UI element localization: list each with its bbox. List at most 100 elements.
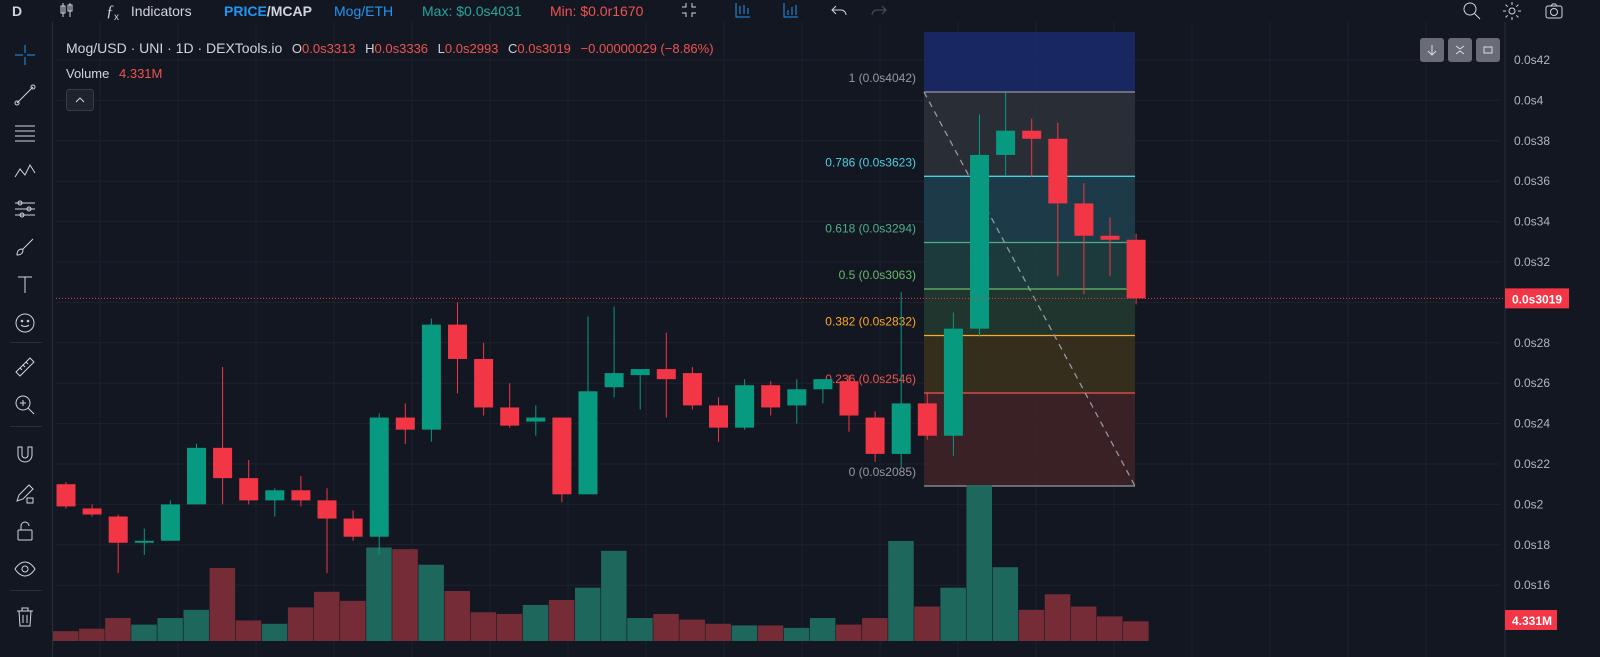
eye-icon[interactable] [10, 554, 40, 584]
volume-bar [940, 587, 966, 641]
redo-icon[interactable] [870, 1, 888, 21]
candle-body [578, 391, 598, 495]
trash-icon[interactable] [10, 602, 40, 632]
top-toolbar: D ƒx Indicators PRICE/MCAP Mog/ETH Max: … [0, 0, 1600, 23]
ohlc-high: H0.0s3336 [365, 41, 429, 56]
price-tick-label: 0.0s32 [1514, 255, 1550, 269]
maximize-pane-button[interactable] [1476, 38, 1500, 62]
candle-body [735, 385, 755, 428]
search-icon[interactable] [1462, 1, 1482, 21]
volume-bar [836, 624, 862, 641]
symbol-legend: Mog/USD · UNI · 1D · DEXTools.io O0.0s33… [66, 40, 714, 56]
volume-bar [1070, 606, 1097, 641]
fib-level-label: 1 (0.0s4042) [849, 71, 916, 85]
magnet-icon[interactable] [10, 440, 40, 470]
fib-retracement: 1 (0.0s4042) 0.786 (0.0s3623) 0.618 (0.0s3… [825, 32, 1136, 487]
zoom-in-icon[interactable] [10, 390, 40, 420]
arrow-down-icon [1427, 45, 1437, 56]
min-price-label: Min: $0.0r1670 [550, 3, 644, 19]
candle-body [160, 504, 180, 541]
brush-icon[interactable] [10, 232, 40, 262]
text-icon[interactable] [10, 270, 40, 300]
volume-bar [79, 628, 105, 641]
trendline-icon[interactable] [10, 80, 40, 110]
candle-body [239, 478, 259, 501]
fib-level-label: 0.382 (0.0s2832) [825, 314, 916, 328]
drawing-toolbar [0, 22, 53, 657]
collapse-legend-button[interactable] [66, 89, 94, 111]
indicators-button[interactable]: ƒx Indicators [106, 3, 192, 23]
volume-bar [705, 623, 731, 641]
volume-bar [1018, 609, 1045, 641]
chart-type-icon[interactable] [734, 1, 752, 21]
candle-body [1100, 235, 1120, 240]
candle-body [213, 447, 233, 479]
volume-bar [809, 618, 836, 641]
candle-body [474, 358, 494, 408]
price-tick-label: 0.0s36 [1514, 174, 1550, 188]
volume-bar [914, 606, 940, 641]
candle-body [1022, 130, 1042, 139]
lock-icon[interactable] [10, 516, 40, 546]
fib-level-label: 0.786 (0.0s3623) [825, 155, 916, 169]
crosshair-icon[interactable] [10, 40, 40, 70]
gear-icon[interactable] [1502, 1, 1522, 21]
maximize-icon [1483, 46, 1493, 54]
pair-toggle[interactable]: Mog/ETH [334, 3, 394, 19]
candle-body [682, 373, 702, 406]
pattern-icon[interactable] [10, 156, 40, 186]
volume-bar [418, 564, 444, 641]
price-tick-label: 0.0s42 [1514, 53, 1550, 67]
prediction-icon[interactable] [10, 194, 40, 224]
candle-body [500, 407, 520, 426]
fib-level-label: 0.5 (0.0s3063) [839, 268, 916, 282]
fib-level-label: 0.618 (0.0s3294) [825, 222, 916, 236]
price-tick-label: 0.0s26 [1514, 376, 1550, 390]
price-mcap-toggle[interactable]: PRICE/MCAP [224, 1, 312, 21]
volume-bar [862, 618, 888, 641]
volume-legend: Volume 4.331M [66, 66, 162, 81]
volume-bar [235, 620, 262, 641]
volume-bar [966, 485, 992, 641]
camera-icon[interactable] [1544, 1, 1564, 21]
candle-body [369, 417, 389, 537]
candle-body [787, 389, 807, 406]
current-price-tag [1505, 288, 1569, 309]
candle-body [709, 405, 728, 428]
fib-retracement-icon[interactable] [10, 118, 40, 148]
volume-bar [183, 609, 209, 641]
candles [56, 92, 1146, 574]
candle-body [317, 500, 337, 519]
volume-bar [548, 600, 575, 641]
current-volume-tag [1505, 610, 1557, 630]
price-tick-label: 0.0s34 [1514, 215, 1550, 229]
bar-chart-icon[interactable] [782, 1, 800, 21]
symbol-title[interactable]: Mog/USD · UNI · 1D · DEXTools.io [66, 40, 283, 56]
fullscreen-icon[interactable] [680, 1, 698, 21]
lock-drawing-icon[interactable] [10, 478, 40, 508]
candle-body [265, 490, 285, 501]
collapse-pane-button[interactable] [1448, 38, 1472, 62]
ruler-icon[interactable] [10, 352, 40, 382]
slash: / [266, 3, 271, 19]
volume-bar [731, 625, 758, 641]
candle-body [604, 373, 624, 388]
candle-style-icon[interactable] [58, 1, 76, 21]
volume-bar [992, 567, 1019, 641]
volume-bar [131, 624, 157, 641]
candle-body [1126, 239, 1146, 299]
candle-body [656, 369, 676, 380]
volume-value: 4.331M [119, 66, 163, 81]
ohlc-change: −0.00000029 (−8.86%) [580, 41, 714, 56]
candle-body [134, 540, 154, 543]
volume-bar [209, 568, 236, 641]
move-down-button[interactable] [1420, 38, 1444, 62]
volume-bar [105, 618, 131, 641]
volume-bar [601, 550, 627, 641]
volume-bar [1097, 616, 1123, 641]
volume-bar [340, 600, 366, 641]
symbol-button[interactable]: D [12, 3, 23, 19]
emoji-icon[interactable] [10, 308, 40, 338]
undo-icon[interactable] [830, 1, 848, 21]
